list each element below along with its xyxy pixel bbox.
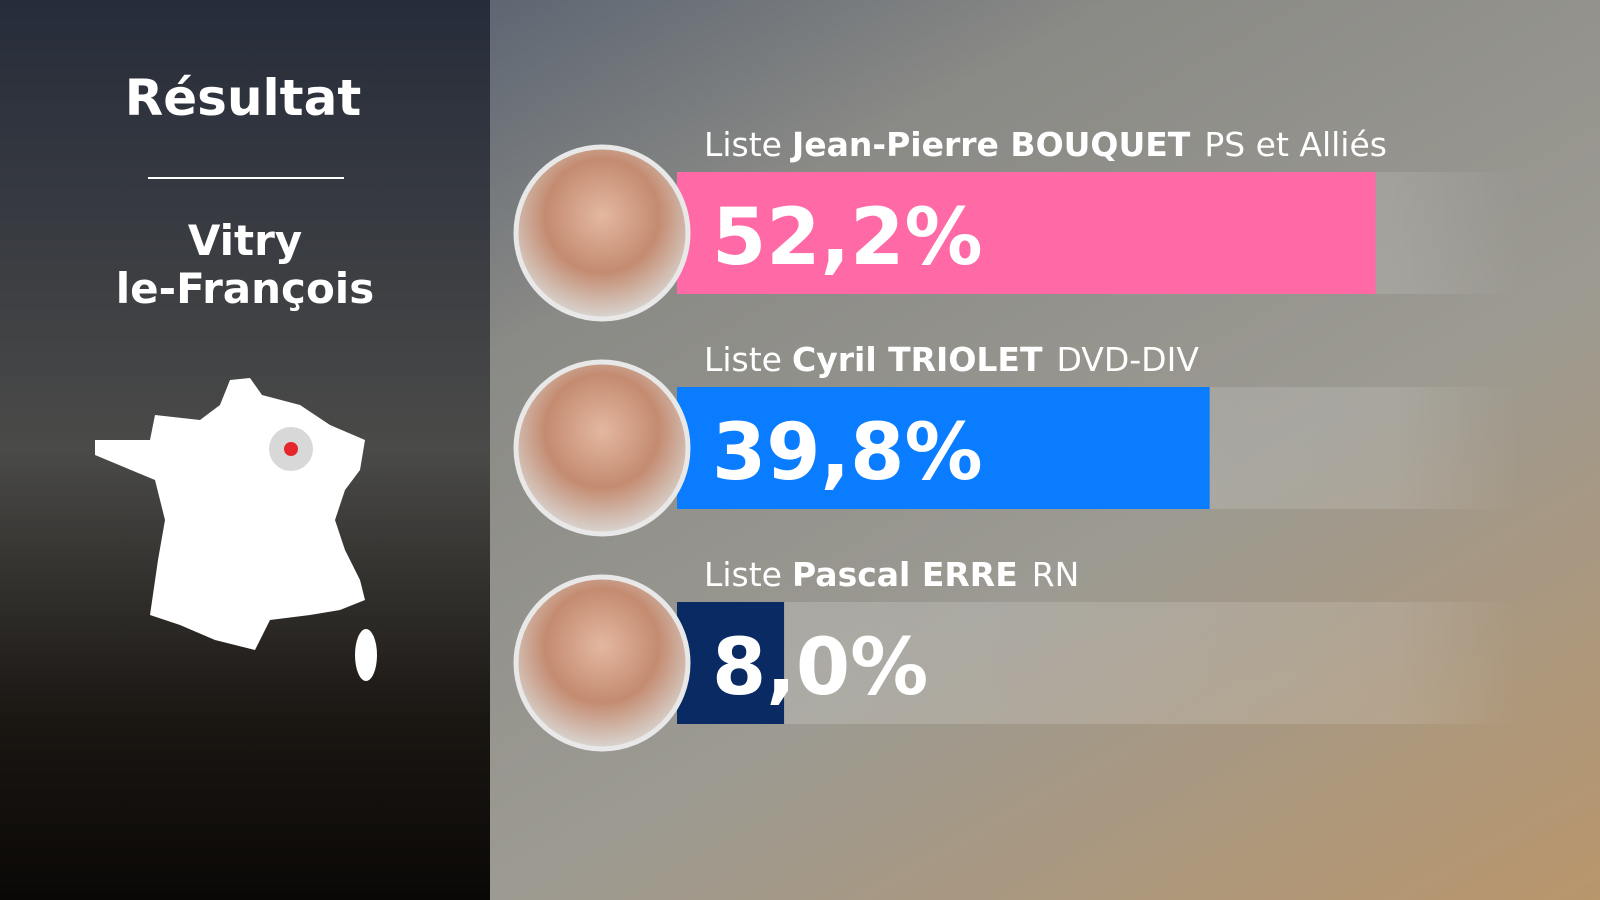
label-prefix: Liste [704,340,782,379]
candidate-name: Cyril TRIOLET [792,340,1043,379]
party: PS et Alliés [1204,125,1387,164]
location-line: le-François [116,264,374,313]
candidate-photo [513,359,691,537]
france-map [95,378,377,681]
candidate-label: Liste Cyril TRIOLET DVD-DIV [704,340,1199,379]
value-label: 8,0% [712,623,928,713]
candidate-label: Liste Jean-Pierre BOUQUET PS et Alliés [704,125,1387,164]
value-label: 39,8% [712,408,983,498]
label-prefix: Liste [704,125,782,164]
bar [677,172,1376,294]
candidate-name: Pascal ERRE [792,555,1018,594]
bar-track [677,602,1520,724]
label-prefix: Liste [704,555,782,594]
location-dot [284,442,298,456]
candidate-photo [513,574,691,752]
candidate-label: Liste Pascal ERRE RN [704,555,1079,594]
candidate-photo [513,144,691,322]
corsica [355,629,377,681]
value-label: 52,2% [712,193,983,283]
party: RN [1032,555,1080,594]
party: DVD-DIV [1056,340,1199,379]
candidate-name: Jean-Pierre BOUQUET [790,125,1191,164]
bar [677,387,1210,509]
title: Résultat [125,69,361,127]
bar [677,602,785,724]
location-line: Vitry [188,216,302,265]
